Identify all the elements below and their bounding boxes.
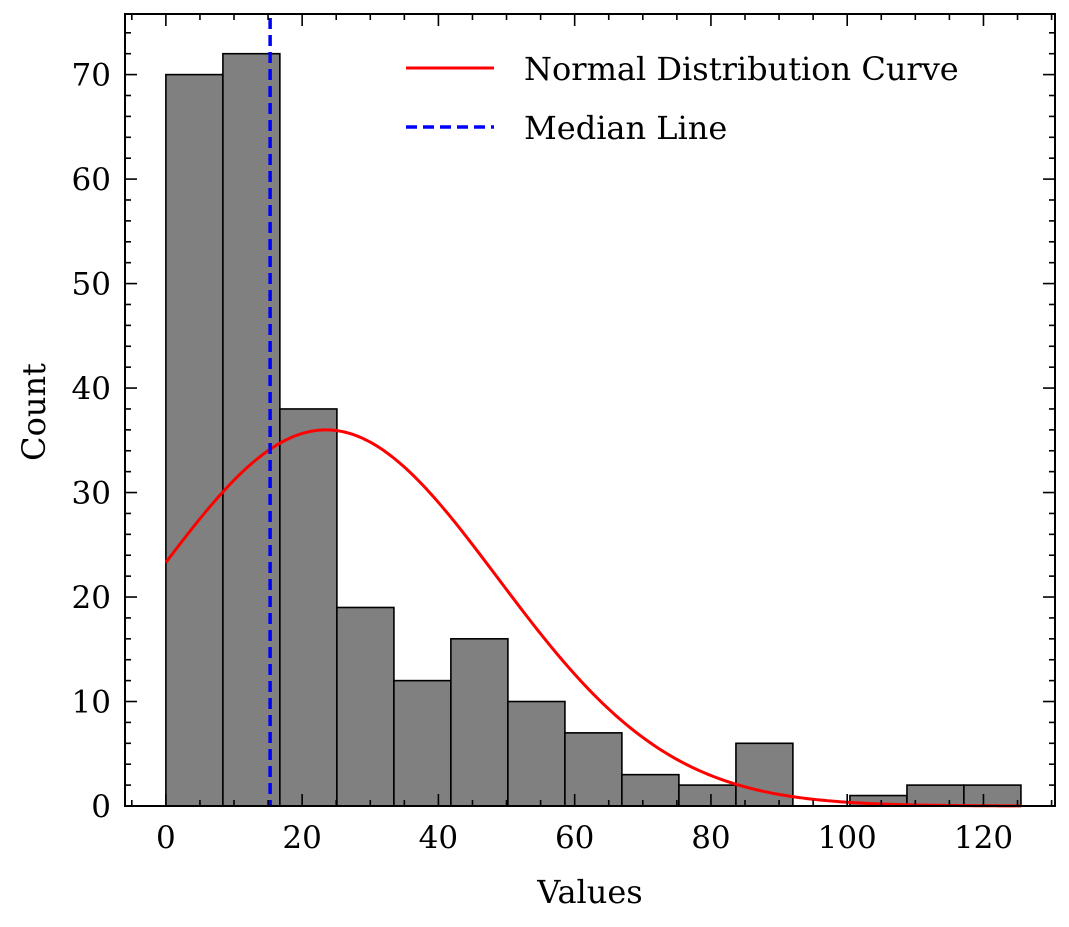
x-tick-label: 0 [156,820,176,856]
y-tick-label: 60 [72,162,111,198]
histogram-bar [678,784,737,807]
x-tick-label: 100 [818,820,877,856]
histogram-bar [165,73,224,807]
histogram-bars [165,52,1022,807]
tick-labels: 0 20 40 60 80 100 120 0 10 20 30 40 50 60 70 [72,58,1014,856]
y-tick-label: 10 [72,685,111,721]
y-tick-label: 30 [72,476,111,512]
y-tick-label: 50 [72,267,111,303]
histogram-bar [564,732,623,807]
legend-label-normal-curve: Normal Distribution Curve [524,50,959,88]
histogram-bar [393,679,452,807]
x-tick-label: 80 [691,820,730,856]
normal-distribution-curve [164,428,1021,808]
plot-frame [124,13,1056,807]
x-tick-label: 20 [282,820,321,856]
histogram-bar [336,606,395,807]
y-tick-label: 20 [72,580,111,616]
legend-label-median-line: Median Line [524,109,727,147]
histogram-bar [621,773,680,807]
x-tick-label: 40 [419,820,458,856]
y-tick-label: 70 [72,58,111,94]
x-axis-label: Values [536,873,642,911]
axis-ticks [125,14,1055,807]
histogram-bar [963,784,1022,807]
x-tick-label: 60 [555,820,594,856]
histogram-bar [450,638,509,807]
y-axis-label: Count [15,363,53,461]
legend: Normal Distribution Curve Median Line [406,50,959,147]
y-tick-label: 40 [72,371,111,407]
y-tick-label: 0 [91,789,111,825]
x-tick-label: 120 [954,820,1013,856]
histogram-bar [507,700,566,807]
histogram-bar [279,408,338,807]
